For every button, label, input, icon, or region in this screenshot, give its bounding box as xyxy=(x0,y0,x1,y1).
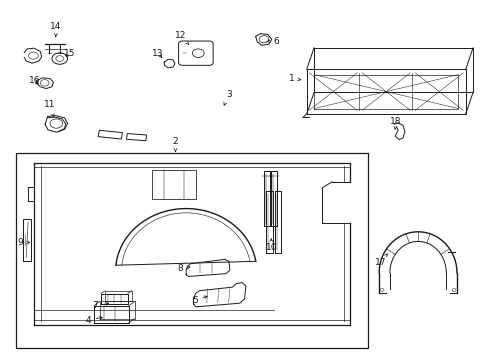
Text: 4: 4 xyxy=(85,315,102,324)
Bar xyxy=(152,170,196,199)
Text: 2: 2 xyxy=(172,137,178,152)
Text: 18: 18 xyxy=(388,117,400,129)
Bar xyxy=(16,153,368,348)
Text: 5: 5 xyxy=(192,296,206,305)
Text: 3: 3 xyxy=(224,90,231,105)
Text: 10: 10 xyxy=(265,239,276,252)
Text: 12: 12 xyxy=(174,31,188,45)
Text: 15: 15 xyxy=(63,49,75,58)
Text: 7: 7 xyxy=(92,301,108,310)
Text: 14: 14 xyxy=(50,22,61,37)
Text: 16: 16 xyxy=(29,76,40,85)
Text: 17: 17 xyxy=(374,254,386,267)
Text: 1: 1 xyxy=(289,74,300,83)
Bar xyxy=(98,130,122,139)
Text: 9: 9 xyxy=(17,238,30,247)
Text: 13: 13 xyxy=(152,49,163,58)
Bar xyxy=(126,134,146,141)
Text: 6: 6 xyxy=(266,37,279,46)
Text: 8: 8 xyxy=(177,264,189,273)
Text: 11: 11 xyxy=(44,100,56,117)
